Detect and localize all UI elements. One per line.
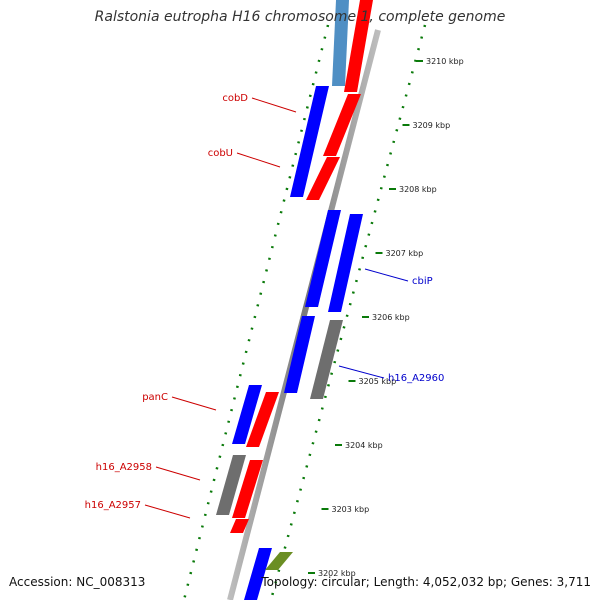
- kbp-tick-label: 3203 kbp: [332, 505, 370, 514]
- gene-label-cobU: cobU: [208, 148, 233, 159]
- kbp-tick-label: 3207 kbp: [386, 249, 424, 258]
- kbp-ticks: 3210 kbp 3209 kbp 3208 kbp 3207 kbp 3206 kbp…: [308, 57, 464, 578]
- kbp-tick-label: 3208 kbp: [399, 185, 437, 194]
- panC-feature: [232, 385, 262, 444]
- feature-track: [216, 0, 373, 600]
- gene-label-h16_A2958: h16_A2958: [96, 462, 152, 473]
- gene-label-h16_A2960: h16_A2960: [388, 373, 444, 384]
- gene-label-leader: [236, 152, 281, 168]
- gene-label-leader: [364, 268, 409, 282]
- gene-label-cobD: cobD: [222, 93, 248, 104]
- kbp-tick-label: 3202 kbp: [318, 569, 356, 578]
- gene-label-leader: [144, 504, 191, 519]
- gene-label-leader: [171, 396, 217, 411]
- gene-label-leader: [338, 365, 385, 379]
- gene-labels: cobD cobU cbiP h16_A2960 panC h16_A2958 h16_A2…: [85, 93, 444, 519]
- panC-reverse-feature: [246, 392, 279, 447]
- gene-label-leader: [155, 466, 201, 481]
- tick-ring: [182, 24, 427, 600]
- cbiP-feature-2: [328, 214, 363, 312]
- feature-block: [332, 0, 349, 86]
- h16_A2957-feature: [230, 519, 249, 533]
- kbp-tick-label: 3210 kbp: [426, 57, 464, 66]
- h16_A2958-reverse-feature: [232, 460, 263, 518]
- topology-info: Topology: circular; Length: 4,052,032 bp…: [261, 575, 591, 589]
- map-title: Ralstonia eutropha H16 chromosome 1, com…: [94, 9, 506, 25]
- h16_A2960-gray-feature: [310, 320, 343, 399]
- backbone-axis: [227, 29, 381, 600]
- feature-block: [244, 548, 272, 600]
- kbp-tick-label: 3209 kbp: [413, 121, 451, 130]
- h16_A2960-feature: [284, 316, 315, 393]
- gene-label-panC: panC: [142, 392, 168, 403]
- cobU-feature: [306, 157, 340, 200]
- feature-block: [344, 0, 373, 92]
- cobD-reverse-feature: [323, 94, 361, 156]
- h16_A2958-feature: [216, 455, 246, 515]
- feature-block: [265, 552, 293, 570]
- accession-info: Accession: NC_008313: [9, 575, 146, 589]
- cbiP-feature: [305, 210, 341, 307]
- cobD-feature: [290, 86, 329, 197]
- kbp-tick-label: 3204 kbp: [345, 441, 383, 450]
- kbp-tick-label: 3205 kbp: [359, 377, 397, 386]
- kbp-tick-label: 3206 kbp: [372, 313, 410, 322]
- inner-dot-ring: [182, 24, 330, 600]
- gene-label-cbiP: cbiP: [412, 276, 433, 287]
- gene-label-leader: [251, 97, 297, 113]
- gene-label-h16_A2957: h16_A2957: [85, 500, 141, 511]
